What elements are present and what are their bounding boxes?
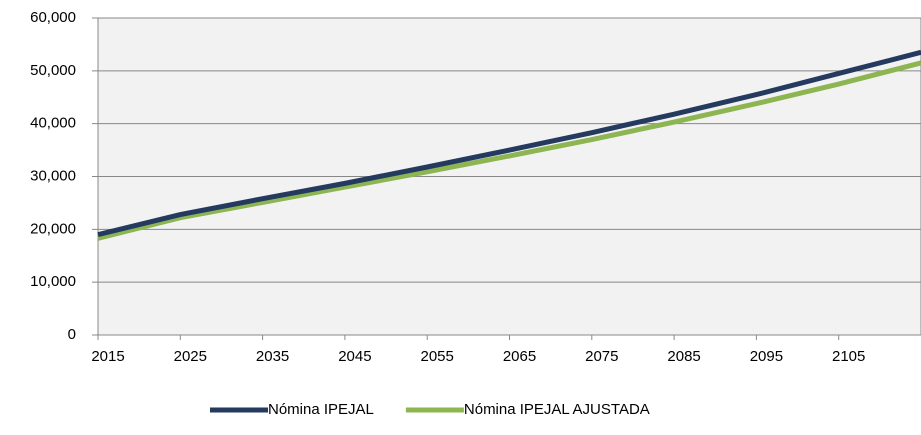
- y-tick-label: 20,000: [30, 220, 76, 237]
- legend-label: Nómina IPEJAL AJUSTADA: [464, 401, 650, 418]
- x-tick-label: 2085: [667, 348, 700, 365]
- series-line: [97, 60, 921, 241]
- x-tick-label: 2095: [750, 348, 783, 365]
- x-tick-label: 2075: [585, 348, 618, 365]
- x-tick-label: 2105: [832, 348, 865, 365]
- y-tick-label: 30,000: [30, 167, 76, 184]
- x-tick-label: 2025: [174, 348, 207, 365]
- y-tick-label: 40,000: [30, 115, 76, 132]
- y-tick-label: 0: [68, 326, 76, 343]
- legend-label: Nómina IPEJAL: [268, 401, 374, 418]
- x-tick-label: 2055: [421, 348, 454, 365]
- x-tick-label: 2065: [503, 348, 536, 365]
- y-tick-label: 60,000: [30, 9, 76, 26]
- x-tick-label: 2015: [91, 348, 124, 365]
- x-tick-label: 2045: [338, 348, 371, 365]
- y-tick-label: 10,000: [30, 273, 76, 290]
- x-tick-label: 2035: [256, 348, 289, 365]
- y-tick-label: 50,000: [30, 62, 76, 79]
- series-line: [97, 49, 921, 238]
